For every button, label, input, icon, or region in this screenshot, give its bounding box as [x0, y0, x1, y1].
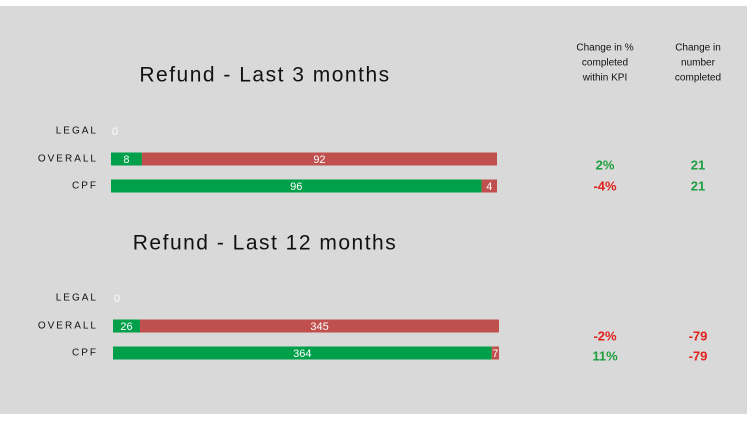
bar-segment [113, 346, 492, 360]
bar-value-label: 4 [486, 181, 492, 193]
bar-segment [481, 179, 497, 193]
category-label: OVERALL [38, 321, 98, 332]
bar-value-label: 92 [313, 154, 325, 166]
column-header: completed [582, 58, 628, 69]
category-label: OVERALL [38, 154, 98, 165]
bar-segment [113, 319, 141, 333]
column-header: completed [675, 73, 721, 84]
bar-value-label: 364 [293, 348, 311, 360]
category-label: LEGAL [56, 126, 98, 137]
kpi-pct-change: -4% [593, 178, 617, 193]
kpi-pct-change: -2% [593, 328, 617, 343]
column-header: Change in % [576, 43, 633, 54]
chart-title: Refund - Last 12 months [133, 232, 397, 255]
column-header: Change in [675, 43, 721, 54]
category-label: LEGAL [56, 293, 98, 304]
bar-segment [111, 152, 142, 166]
kpi-number-change: 21 [691, 157, 705, 172]
bar-value-label: 7 [492, 348, 498, 360]
kpi-pct-change: 2% [596, 157, 615, 172]
category-label: CPF [72, 348, 98, 359]
bar-value-label: 0 [112, 126, 118, 138]
column-header: number [681, 58, 716, 69]
kpi-number-change: 21 [691, 178, 705, 193]
bar-segment [491, 346, 499, 360]
panel [0, 6, 747, 414]
bar-value-label: 0 [114, 293, 120, 305]
bar-segment [111, 179, 482, 193]
category-label: CPF [72, 181, 98, 192]
bar-value-label: 345 [310, 321, 328, 333]
bar-value-label: 8 [123, 154, 129, 166]
column-header: within KPI [582, 73, 627, 84]
kpi-pct-change: 11% [592, 348, 618, 363]
kpi-number-change: -79 [689, 348, 708, 363]
kpi-number-change: -79 [689, 328, 708, 343]
bar-segment [140, 319, 499, 333]
bar-value-label: 26 [120, 321, 132, 333]
bar-segment [141, 152, 497, 166]
bar-value-label: 96 [290, 181, 302, 193]
chart-title: Refund - Last 3 months [139, 64, 390, 87]
